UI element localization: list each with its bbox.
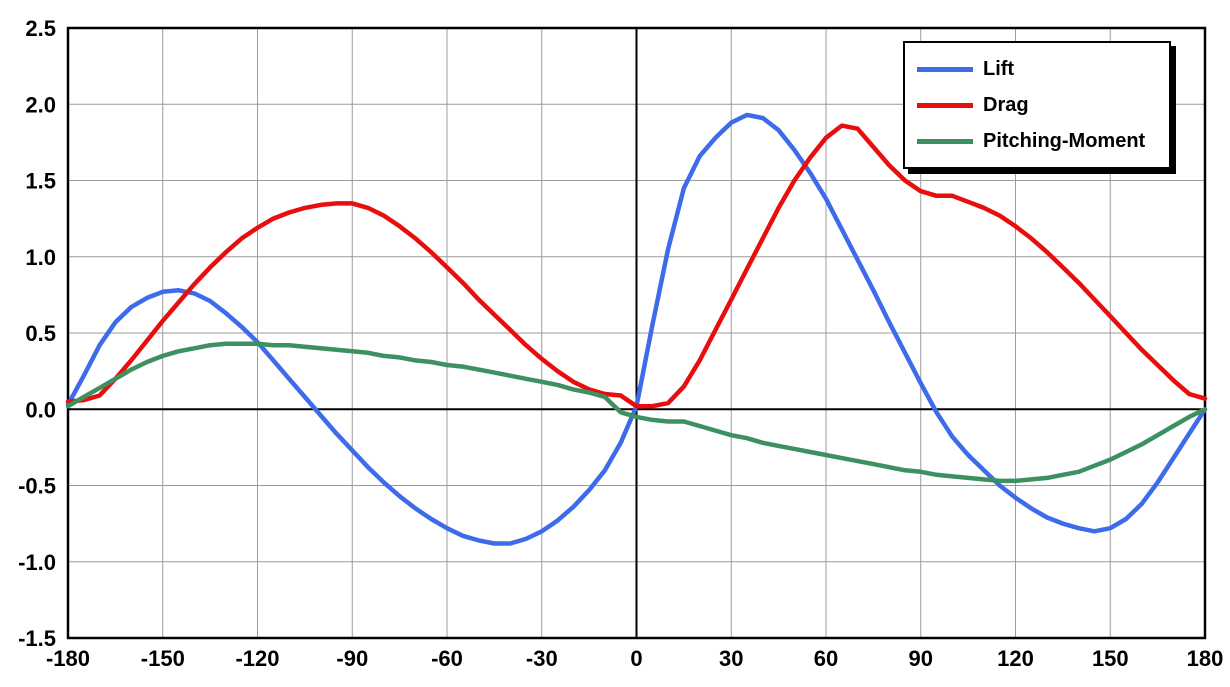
pitching-moment-line-swatch <box>917 138 973 144</box>
svg-text:0.5: 0.5 <box>25 321 56 346</box>
svg-text:0: 0 <box>630 646 642 671</box>
svg-text:1.0: 1.0 <box>25 245 56 270</box>
svg-text:1.5: 1.5 <box>25 169 56 194</box>
svg-text:-60: -60 <box>431 646 463 671</box>
drag-line-swatch <box>917 102 973 108</box>
svg-text:30: 30 <box>719 646 743 671</box>
svg-text:-1.5: -1.5 <box>18 626 56 651</box>
legend-item-lift: Lift <box>917 51 1169 87</box>
svg-text:2.5: 2.5 <box>25 16 56 41</box>
legend-item-pitching-moment: Pitching-Moment <box>917 123 1169 159</box>
legend-label-lift: Lift <box>983 57 1015 80</box>
svg-text:60: 60 <box>814 646 838 671</box>
svg-text:180: 180 <box>1187 646 1224 671</box>
svg-text:2.0: 2.0 <box>25 92 56 117</box>
svg-text:-30: -30 <box>526 646 558 671</box>
svg-text:0.0: 0.0 <box>25 397 56 422</box>
svg-text:90: 90 <box>909 646 933 671</box>
svg-text:120: 120 <box>997 646 1034 671</box>
legend-item-drag: Drag <box>917 87 1169 123</box>
svg-text:150: 150 <box>1092 646 1129 671</box>
svg-text:-90: -90 <box>336 646 368 671</box>
svg-text:-180: -180 <box>46 646 90 671</box>
lift-line-swatch <box>917 66 973 72</box>
svg-text:-1.0: -1.0 <box>18 550 56 575</box>
svg-text:-0.5: -0.5 <box>18 474 56 499</box>
chart-legend: Lift Drag Pitching-Moment <box>903 41 1171 169</box>
legend-label-drag: Drag <box>983 93 1029 116</box>
svg-text:-150: -150 <box>141 646 185 671</box>
svg-text:-120: -120 <box>235 646 279 671</box>
legend-label-pitching-moment: Pitching-Moment <box>983 129 1146 152</box>
